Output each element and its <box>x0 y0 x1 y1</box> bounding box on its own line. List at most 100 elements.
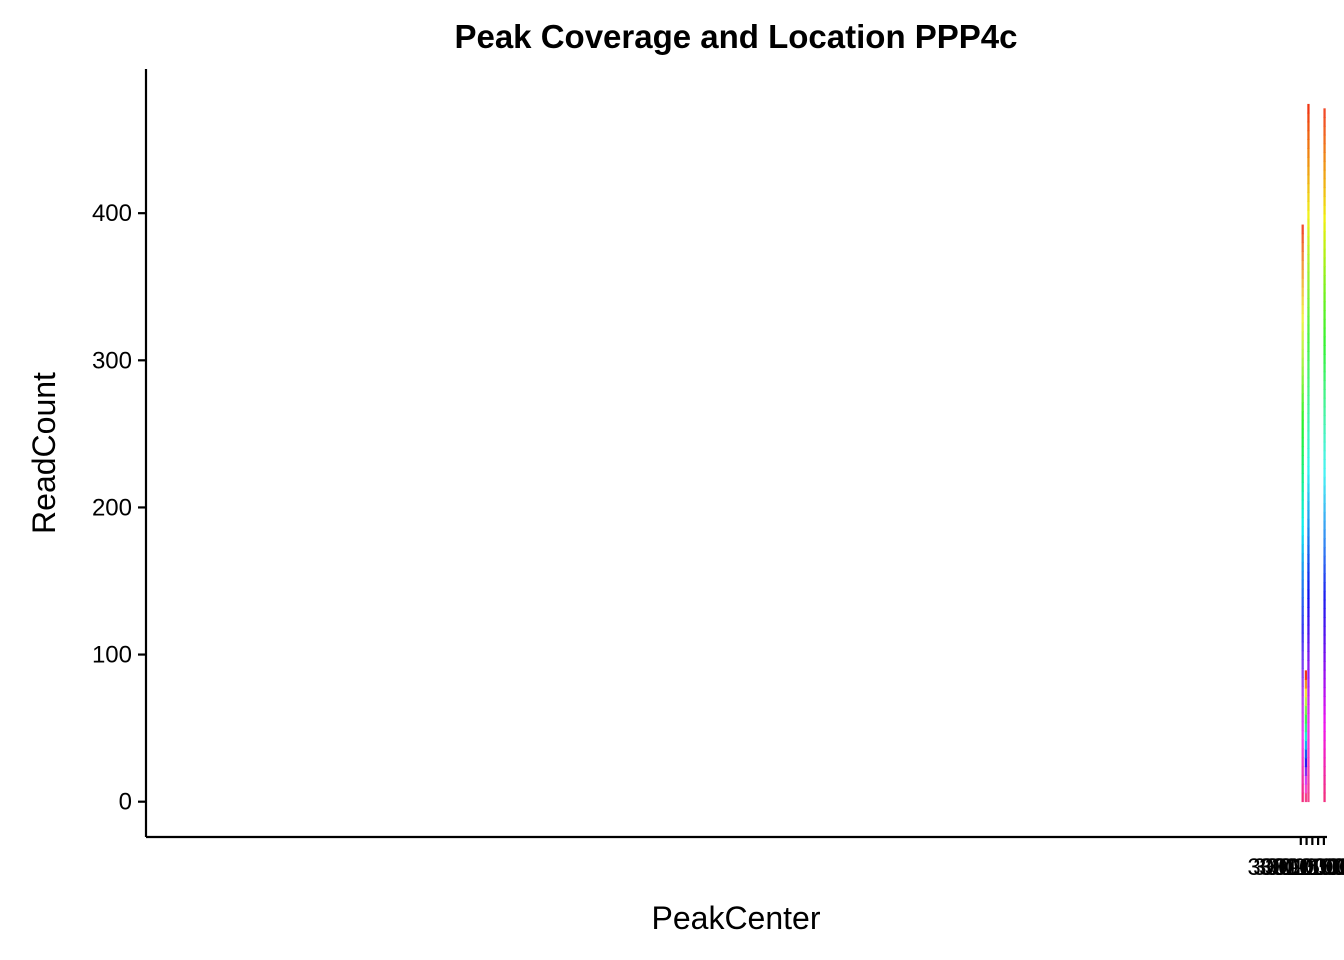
bar-segment <box>1301 721 1304 732</box>
bar-segment <box>1323 634 1326 645</box>
bar-segment <box>1301 402 1304 412</box>
x-tick-label: 30095000 <box>1253 854 1344 881</box>
bar-segment <box>1323 573 1326 583</box>
bar-segment <box>1307 545 1310 555</box>
bar-segment <box>1323 187 1326 197</box>
y-ticks: 0 100 200 300 400 <box>92 200 146 816</box>
bar-segment <box>1323 485 1326 496</box>
y-tick-label: 200 <box>92 494 132 521</box>
bar-segment <box>1307 192 1310 202</box>
bar-segment <box>1323 731 1326 741</box>
bar-segment <box>1304 757 1308 768</box>
bar-segment <box>1301 242 1304 252</box>
bar-segment <box>1307 359 1310 370</box>
bar-segment <box>1307 536 1310 547</box>
bar-segment <box>1301 588 1304 599</box>
bar-segment <box>1307 112 1310 123</box>
bar-segment <box>1307 165 1310 176</box>
bar-segment <box>1301 251 1304 261</box>
bar-segment <box>1323 441 1326 452</box>
bar-segment <box>1304 696 1308 707</box>
bar-segment <box>1323 213 1326 224</box>
bar-segment <box>1323 222 1326 232</box>
bar-segment <box>1307 333 1310 344</box>
bar-segment <box>1304 766 1308 776</box>
bar-segment <box>1307 624 1310 635</box>
bar-segment <box>1323 274 1326 285</box>
bar-segment <box>1301 224 1304 235</box>
bar <box>1301 224 1304 803</box>
y-axis-title: ReadCount <box>26 372 62 534</box>
bar-segment <box>1307 509 1310 520</box>
bar-segment <box>1323 660 1326 671</box>
bar-segment <box>1307 245 1310 255</box>
bar-segment <box>1323 292 1326 303</box>
bar-segment <box>1307 148 1310 158</box>
bar-segment <box>1323 248 1326 259</box>
bar-segment <box>1301 561 1304 572</box>
bar-segment <box>1323 590 1326 601</box>
bar-segment <box>1307 315 1310 326</box>
bar-segment <box>1323 503 1326 513</box>
bar-segment <box>1307 483 1310 494</box>
bar-segment <box>1323 178 1326 189</box>
bar-segment <box>1307 368 1310 379</box>
bar-segment <box>1301 366 1304 377</box>
bar-segment <box>1307 783 1310 794</box>
bar-segment <box>1301 490 1304 501</box>
bar-segment <box>1323 739 1326 750</box>
bar-segment <box>1307 209 1310 220</box>
bars-layer <box>1301 103 1326 803</box>
bar-segment <box>1301 632 1304 643</box>
bar-segment <box>1307 660 1310 670</box>
bar-segment <box>1323 704 1326 715</box>
bar-segment <box>1304 705 1308 715</box>
bar-segment <box>1301 331 1304 341</box>
bar-segment <box>1307 607 1310 617</box>
bar <box>1307 103 1310 803</box>
x-axis-title: PeakCenter <box>652 900 821 936</box>
bar-segment <box>1301 650 1304 661</box>
bar-segment <box>1301 304 1304 315</box>
bar-segment <box>1323 362 1326 373</box>
bar-segment <box>1307 439 1310 449</box>
bar-segment <box>1307 757 1310 767</box>
bar-segment <box>1301 668 1304 678</box>
bar-segment <box>1304 713 1308 724</box>
bar-segment <box>1307 765 1310 776</box>
bar-segment <box>1301 597 1304 607</box>
bar-segment <box>1323 476 1326 487</box>
bar-segment <box>1323 345 1326 355</box>
bar-segment <box>1307 280 1310 291</box>
bar-segment <box>1304 731 1308 741</box>
bar-segment <box>1301 730 1304 740</box>
bar-segment <box>1323 783 1326 794</box>
bar-segment <box>1307 253 1310 264</box>
bar-segment <box>1323 380 1326 390</box>
bar-segment <box>1323 459 1326 469</box>
bar-segment <box>1323 266 1326 276</box>
bar-segment <box>1301 685 1304 696</box>
bar-segment <box>1301 499 1304 510</box>
bar-segment <box>1323 678 1326 689</box>
bar-segment <box>1307 289 1310 299</box>
bar-segment <box>1307 615 1310 626</box>
bar-segment <box>1301 712 1304 723</box>
bar-segment <box>1301 614 1304 625</box>
bar-segment <box>1301 792 1304 803</box>
bar-segment <box>1307 792 1310 803</box>
y-tick-label: 400 <box>92 200 132 227</box>
bar-segment <box>1307 695 1310 705</box>
bar-segment <box>1301 233 1304 244</box>
bar-segment <box>1301 357 1304 368</box>
bar-segment <box>1304 687 1308 698</box>
bar-segment <box>1304 748 1308 759</box>
bar-segment <box>1307 298 1310 308</box>
bar-segment <box>1301 570 1304 581</box>
bar-segment <box>1301 508 1304 519</box>
bar-segment <box>1307 730 1310 741</box>
bar-segment <box>1323 494 1326 504</box>
bar-segment <box>1307 377 1310 388</box>
bar-segment <box>1307 342 1310 352</box>
bar-segment <box>1301 446 1304 457</box>
